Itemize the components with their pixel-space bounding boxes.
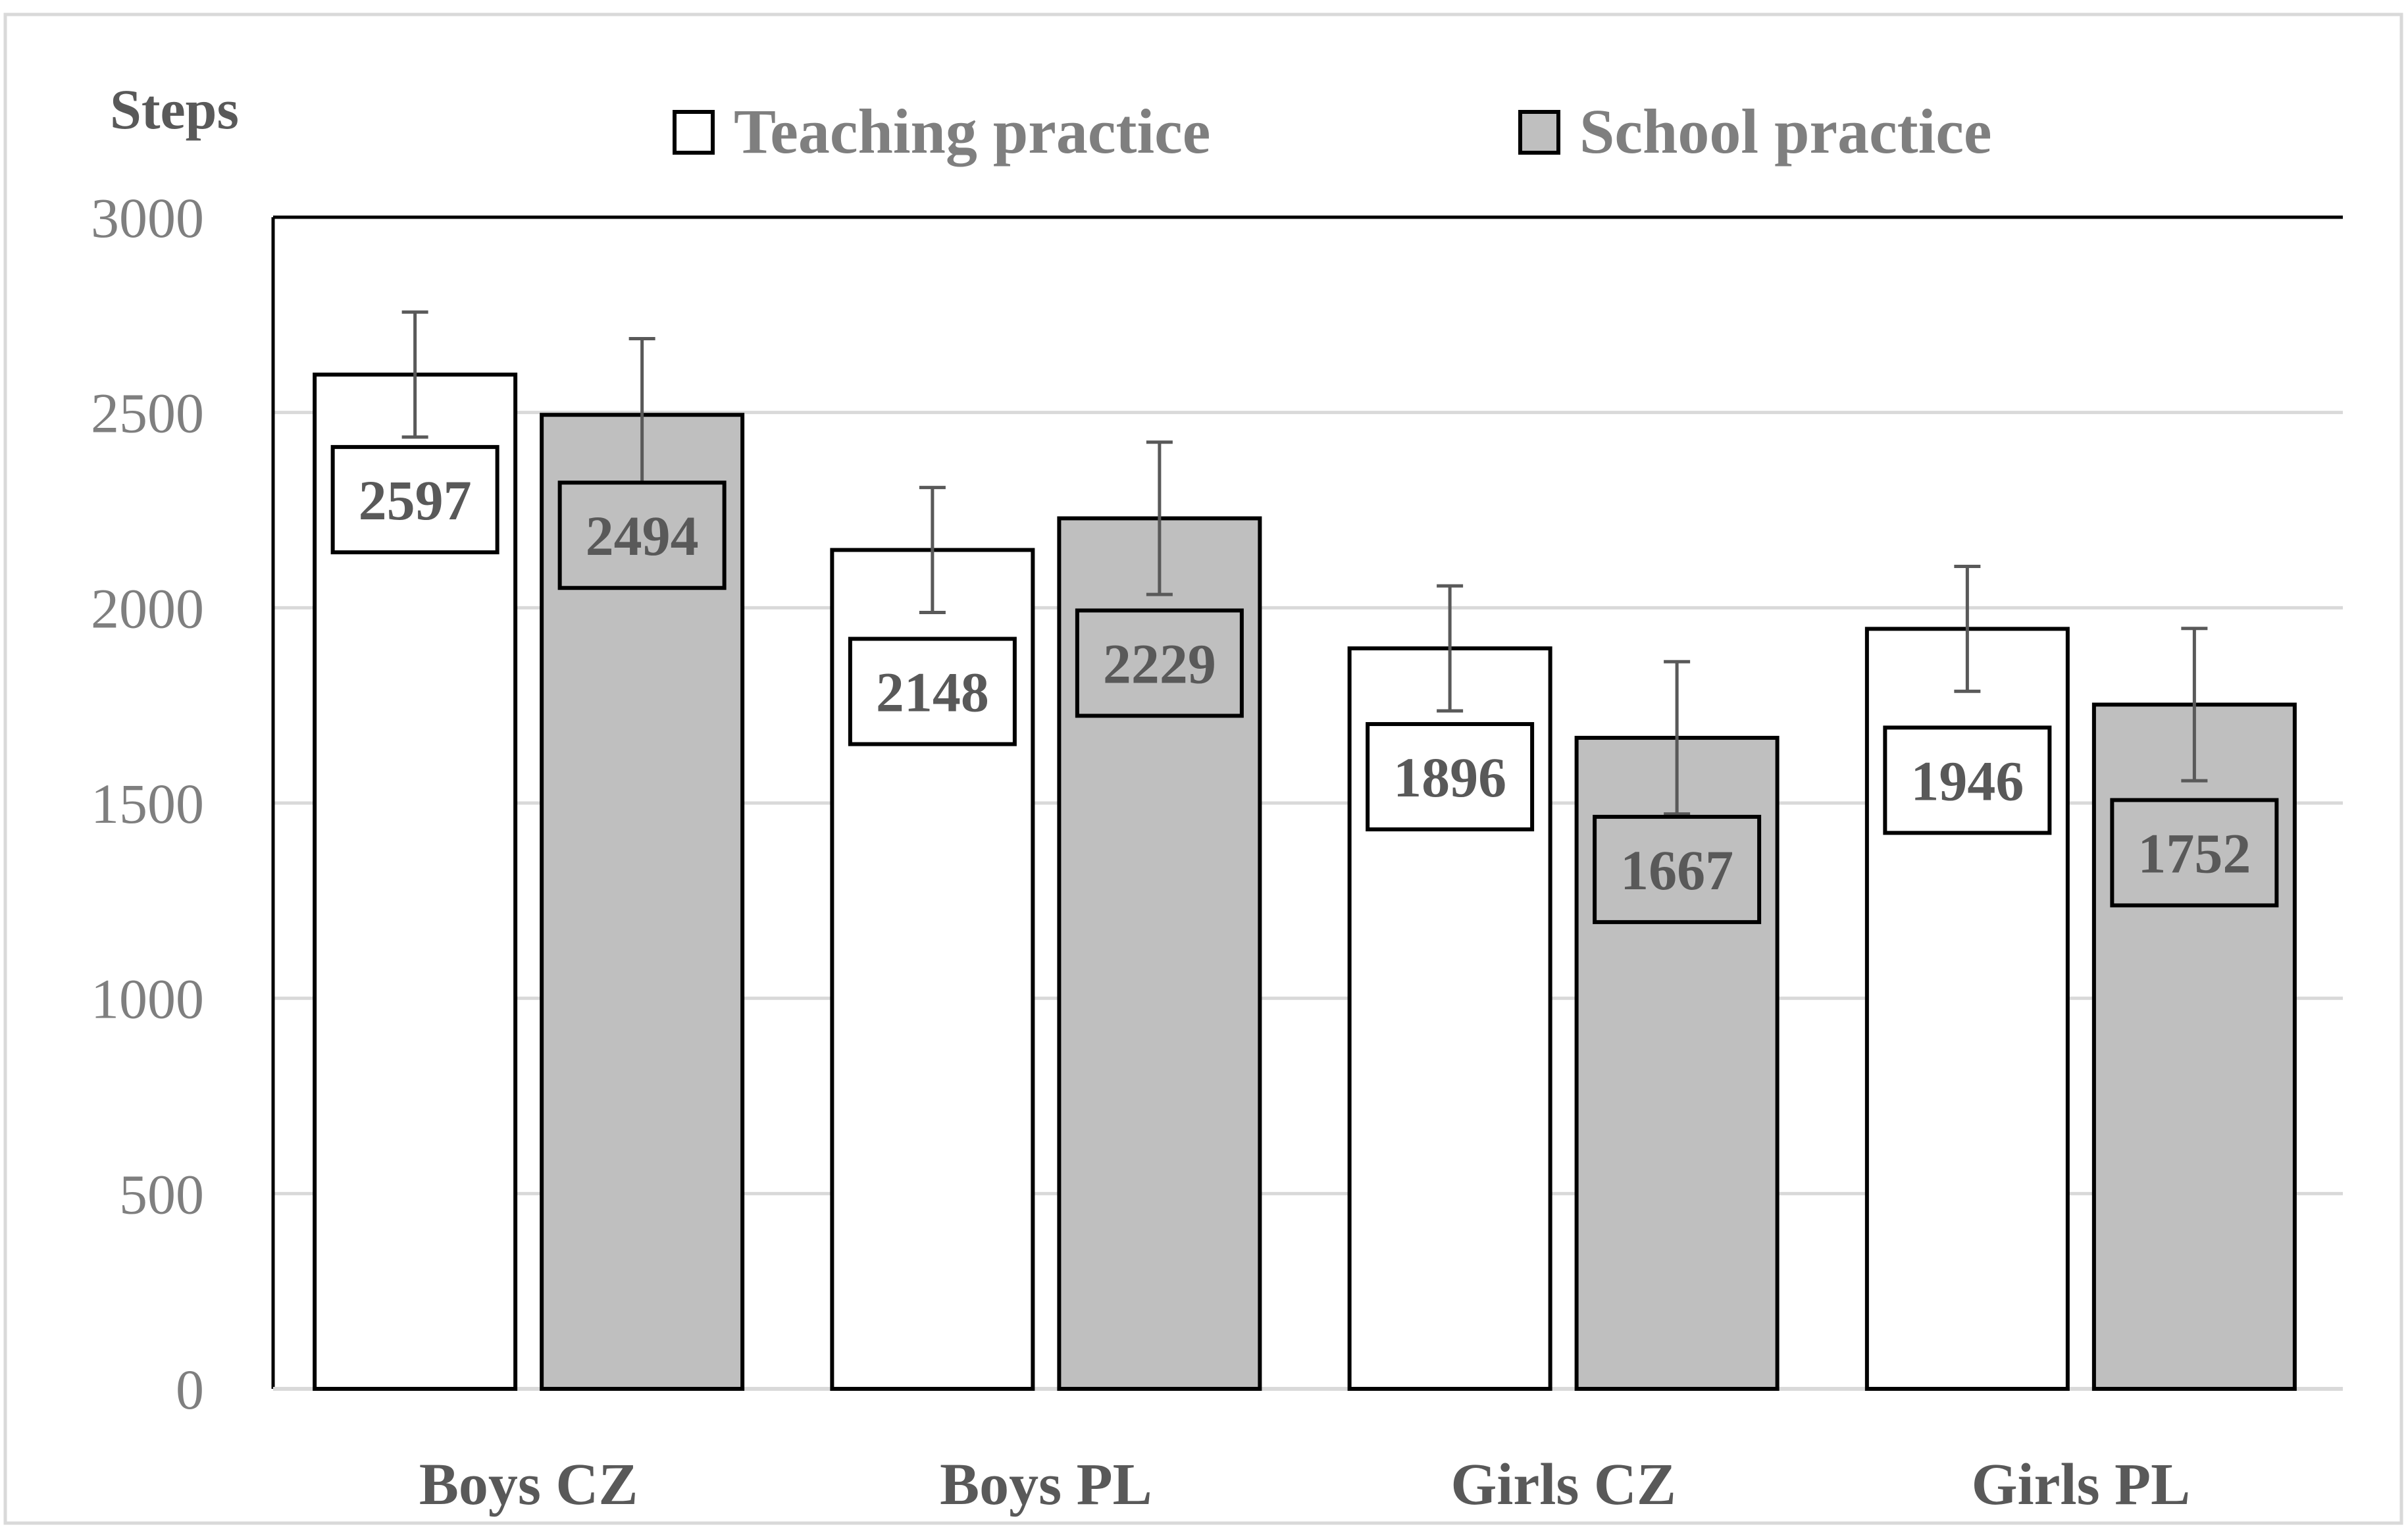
y-tick-label: 1000 [91, 968, 204, 1031]
legend-swatch-school[interactable] [1518, 110, 1560, 155]
x-tick-label: Girls CZ [1450, 1452, 1676, 1517]
y-tick-label: 1500 [91, 772, 204, 835]
y-tick-label: 500 [119, 1162, 204, 1226]
y-tick-label: 0 [176, 1358, 204, 1421]
legend-swatch-teaching[interactable] [673, 110, 715, 155]
data-label: 1752 [2138, 821, 2251, 885]
data-label: 1946 [1910, 749, 2024, 812]
data-label-box [1075, 608, 1244, 718]
x-tick-label: Girls PL [1972, 1452, 2191, 1517]
data-label-box [1366, 722, 1535, 832]
data-label-box [1593, 814, 1762, 924]
x-tick-label: Boys PL [940, 1452, 1152, 1517]
data-label: 1667 [1620, 839, 1733, 902]
data-label: 1896 [1393, 746, 1506, 809]
data-label-box [2110, 798, 2279, 908]
chart-frame [3, 13, 2403, 1525]
data-label-box [557, 481, 727, 590]
data-label: 2148 [876, 661, 989, 724]
y-tick-label: 3000 [91, 186, 204, 249]
data-label: 2597 [359, 469, 472, 532]
data-label-box [330, 445, 500, 555]
y-tick-label: 2500 [91, 382, 204, 445]
legend-label-teaching[interactable]: Teaching practice [734, 96, 1210, 167]
y-axis-title: Steps [110, 78, 239, 141]
x-tick-label: Boys CZ [419, 1452, 638, 1517]
legend-label-school[interactable]: School practice [1579, 96, 1992, 167]
y-tick-label: 2000 [91, 577, 204, 640]
data-label-box [1883, 725, 2052, 835]
data-label-box [848, 637, 1017, 746]
data-label: 2229 [1103, 632, 1216, 695]
data-label: 2494 [586, 504, 699, 567]
